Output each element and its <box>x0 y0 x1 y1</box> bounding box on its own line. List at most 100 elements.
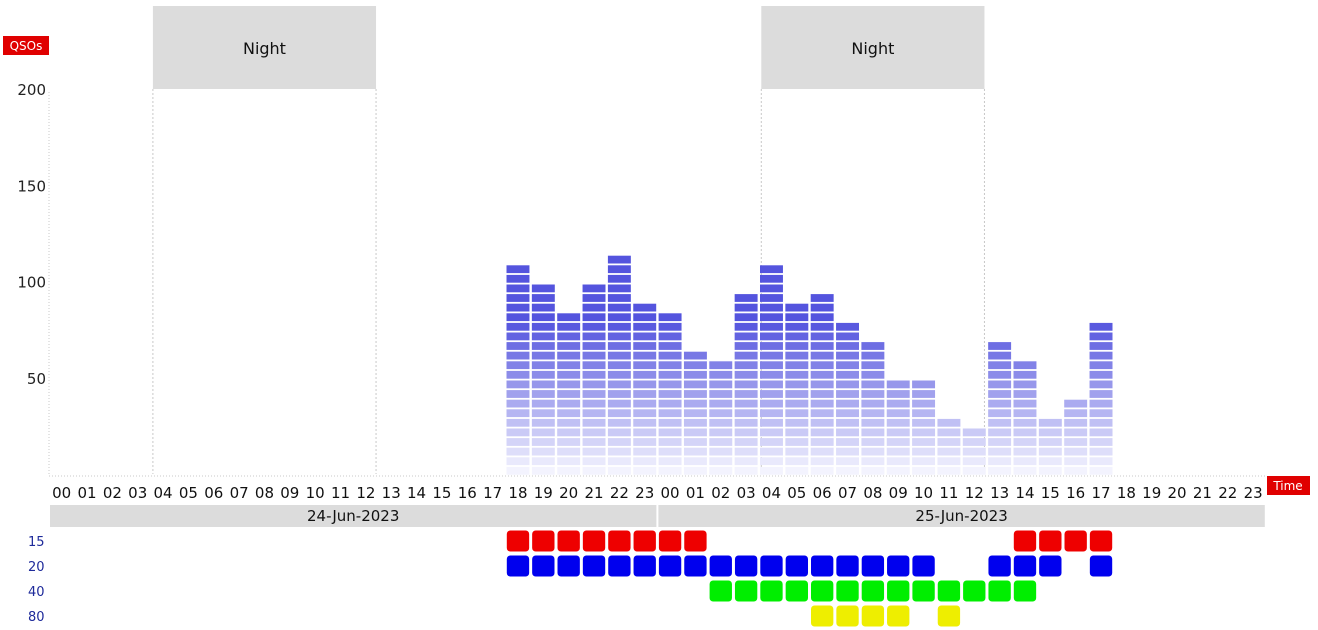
bar-segment <box>607 380 631 389</box>
band-activity-cell <box>811 605 834 627</box>
x-tick-label: 00 <box>52 484 71 502</box>
bar-segment <box>709 380 733 389</box>
bar-segment <box>582 390 606 398</box>
bar-segment <box>582 351 606 360</box>
bar-segment <box>683 390 707 398</box>
bar-segment <box>760 361 783 370</box>
bar-segment <box>658 332 682 341</box>
bar-segment <box>683 361 707 370</box>
bar-segment <box>734 322 758 331</box>
band-activity-cell <box>709 580 732 602</box>
bar-segment <box>836 409 859 418</box>
bar-segment <box>1013 438 1037 446</box>
band-activity-cell <box>506 555 530 577</box>
bar-segment <box>734 342 758 350</box>
bar-segment <box>785 303 809 312</box>
bar-segment <box>683 466 707 475</box>
bar-segment <box>633 370 657 379</box>
bar-segment <box>531 457 555 466</box>
bar-segment <box>734 409 758 418</box>
bar-segment <box>1089 370 1113 379</box>
bar-segment <box>582 428 606 437</box>
bar-segment <box>760 438 783 446</box>
bar-segment <box>1089 322 1113 331</box>
bar-segment <box>962 428 986 437</box>
bar-segment <box>582 418 606 427</box>
bar-segment <box>506 351 530 360</box>
bar-segment <box>836 342 859 350</box>
bar-segment <box>810 457 834 466</box>
bar-segment <box>709 418 733 427</box>
bar-segment <box>557 351 581 360</box>
x-tick-label: 16 <box>1066 484 1085 502</box>
bar-segment <box>1064 457 1088 466</box>
bar-segment <box>607 332 631 341</box>
band-activity-cell <box>684 530 707 552</box>
bar-segment <box>633 351 657 360</box>
band-activity-cell <box>633 555 656 577</box>
bar-segment <box>658 399 682 408</box>
band-activity-cell <box>1013 530 1037 552</box>
band-activity-cell <box>684 555 707 577</box>
bar-segment <box>582 313 606 322</box>
band-activity-cell <box>608 530 631 552</box>
bar-segment <box>607 466 631 475</box>
bar-segment <box>709 438 733 446</box>
bar-segment <box>734 313 758 322</box>
bar-segment <box>531 303 555 312</box>
bar-segment <box>607 399 631 408</box>
bar-segment <box>1064 409 1088 418</box>
bar-segment <box>582 399 606 408</box>
x-tick-label: 03 <box>128 484 147 502</box>
bar-segment <box>607 390 631 398</box>
x-tick-label: 02 <box>103 484 122 502</box>
bar-segment <box>861 351 885 360</box>
bar-segment <box>506 447 530 456</box>
bar-segment <box>633 380 657 389</box>
bar-segment <box>734 294 758 302</box>
bar-segment <box>734 351 758 360</box>
bar-segment <box>1089 351 1113 360</box>
x-tick-label: 09 <box>889 484 908 502</box>
bar-segment <box>886 466 910 475</box>
bar <box>785 303 809 475</box>
bar-segment <box>836 332 859 341</box>
bar-segment <box>912 447 936 456</box>
x-tick-label: 17 <box>1091 484 1110 502</box>
bar-segment <box>760 294 783 302</box>
bar-segment <box>683 351 707 360</box>
bar-segment <box>633 418 657 427</box>
x-tick-label: 11 <box>939 484 958 502</box>
bar-segment <box>836 466 859 475</box>
bar-segment <box>861 409 885 418</box>
bar <box>760 265 783 475</box>
bar-segment <box>506 399 530 408</box>
bar <box>709 361 733 475</box>
bar-segment <box>861 342 885 350</box>
bar-segment <box>760 399 783 408</box>
bar-segment <box>734 428 758 437</box>
bar-segment <box>506 265 530 274</box>
x-tick-label: 14 <box>407 484 426 502</box>
bar-segment <box>633 447 657 456</box>
x-tick-label: 22 <box>610 484 629 502</box>
bar-segment <box>912 409 936 418</box>
bar-segment <box>988 466 1012 475</box>
bar-segment <box>760 390 783 398</box>
band-activity: 15 20 40 80 <box>28 530 1113 627</box>
bar-segment <box>531 342 555 350</box>
bar-segment <box>1064 466 1088 475</box>
bar-segment <box>962 466 986 475</box>
bar-segment <box>557 409 581 418</box>
bar-segment <box>1064 428 1088 437</box>
x-tick-label: 03 <box>737 484 756 502</box>
bar-segment <box>633 322 657 331</box>
bar-segment <box>785 418 809 427</box>
bar-segment <box>836 370 859 379</box>
bar-segment <box>506 332 530 341</box>
bar-segment <box>531 313 555 322</box>
bar-segment <box>785 313 809 322</box>
bar-segment <box>582 303 606 312</box>
date-strip <box>50 505 657 527</box>
date-strip <box>658 505 1265 527</box>
